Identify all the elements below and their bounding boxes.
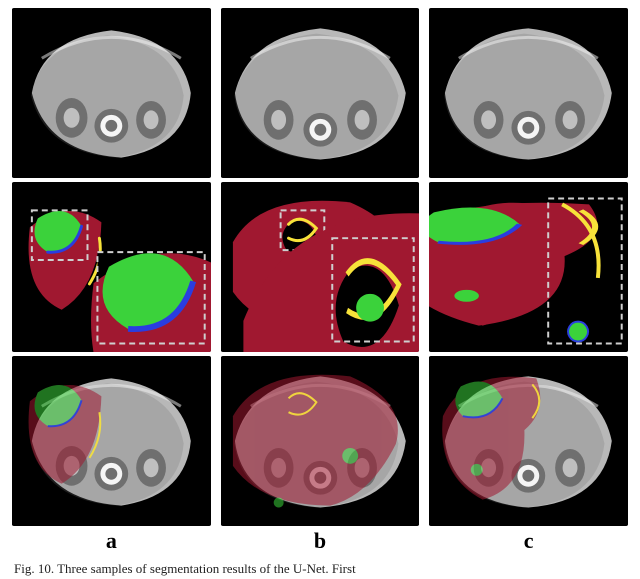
ct-b-svg (221, 8, 420, 178)
label-b: b (221, 528, 420, 554)
ct-c (429, 8, 628, 178)
mask-a-svg (12, 182, 211, 352)
mask-b (221, 182, 420, 352)
mask-c (429, 182, 628, 352)
overlay-c-svg (429, 356, 628, 526)
overlay-a (12, 356, 211, 526)
label-c: c (429, 528, 628, 554)
figure-caption: Fig. 10. Three samples of segmentation r… (0, 554, 640, 578)
ct-a-svg (12, 8, 211, 178)
overlay-c (429, 356, 628, 526)
ct-b (221, 8, 420, 178)
overlay-b-svg (221, 356, 420, 526)
mask-c-svg (429, 182, 628, 352)
column-labels: a b c (12, 528, 628, 554)
ct-c-svg (429, 8, 628, 178)
overlay-b (221, 356, 420, 526)
mask-a (12, 182, 211, 352)
ct-a (12, 8, 211, 178)
caption-text: Three samples of segmentation results of… (57, 561, 356, 576)
mask-b-svg (221, 182, 420, 352)
caption-number: Fig. 10. (14, 561, 54, 576)
image-grid (12, 8, 628, 526)
overlay-a-svg (12, 356, 211, 526)
figure-10: a b c (0, 0, 640, 554)
label-a: a (12, 528, 211, 554)
